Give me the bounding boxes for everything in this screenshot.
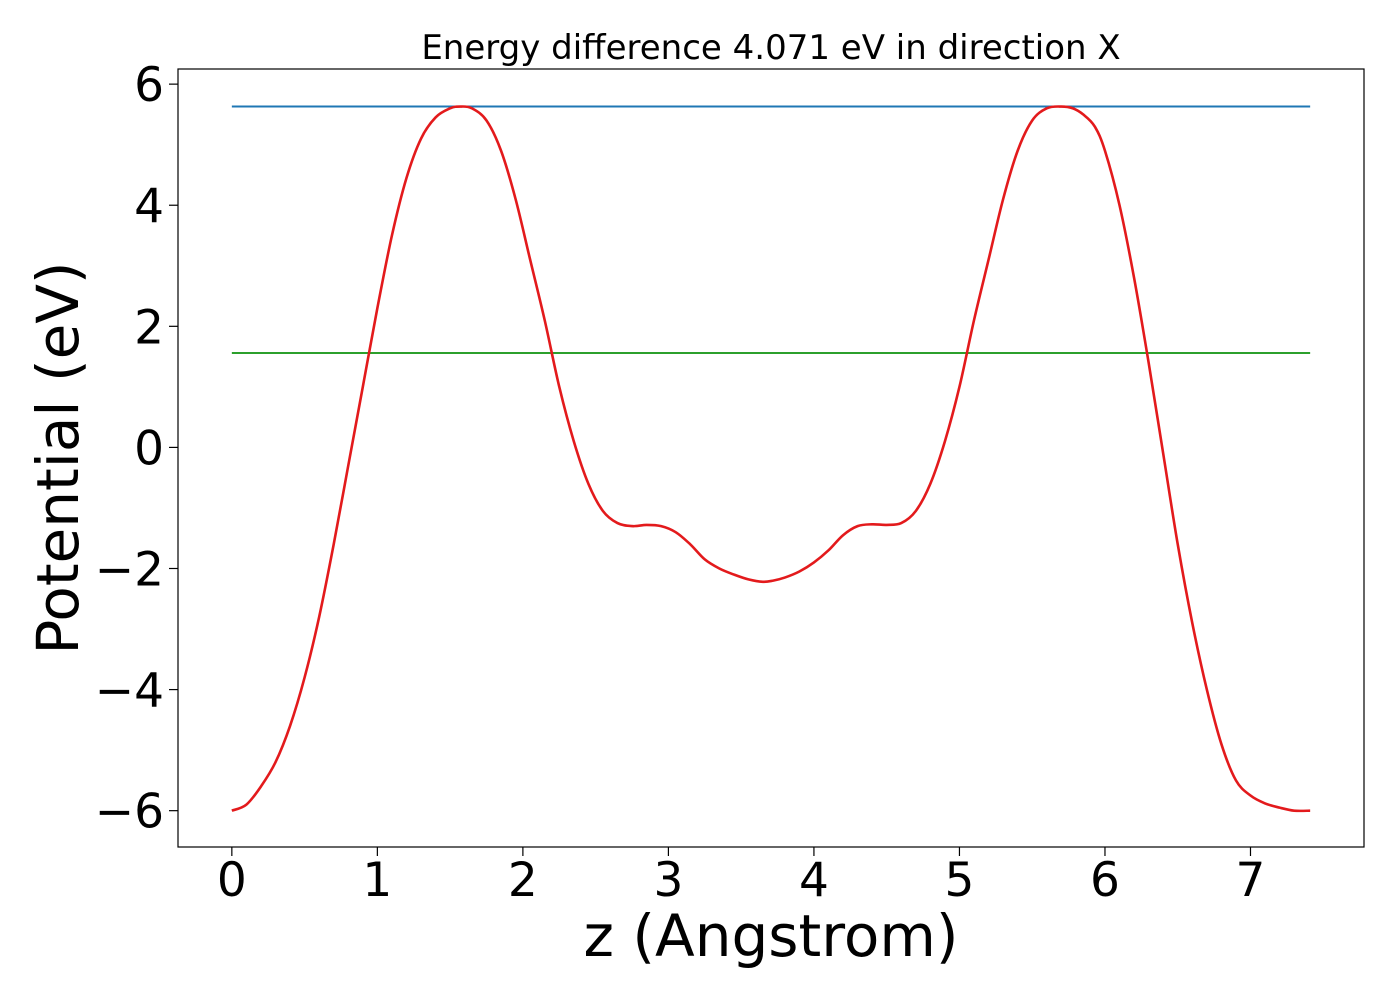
x-tick-label: 0: [217, 853, 247, 908]
x-tick-label: 5: [944, 853, 974, 908]
y-tick-label: 2: [134, 300, 164, 355]
ticks-layer: 0 1 2 3 4 5 6 7 −6 −4 −2 0 2 4 6: [95, 58, 1266, 908]
y-tick-label: −4: [95, 664, 164, 719]
y-tick-label: 6: [134, 58, 164, 113]
x-tick-label: 3: [653, 853, 683, 908]
plot-area-frame: [177, 68, 1365, 848]
y-axis-label: Potential (eV): [24, 261, 92, 654]
x-tick-label: 4: [799, 853, 829, 908]
x-tick-label: 1: [362, 853, 392, 908]
y-tick-label: 4: [134, 179, 164, 234]
chart-title: Energy difference 4.071 eV in direction …: [421, 28, 1120, 68]
y-tick-label: −6: [95, 785, 164, 840]
series-layer: [231, 105, 1311, 813]
x-tick-label: 7: [1236, 853, 1266, 908]
series-line-red: [231, 105, 1311, 813]
x-axis-label: z (Angstrom): [584, 902, 959, 970]
x-tick-label: 6: [1090, 853, 1120, 908]
y-tick-label: −2: [95, 542, 164, 597]
x-tick-label: 2: [508, 853, 538, 908]
y-tick-label: 0: [134, 421, 164, 476]
